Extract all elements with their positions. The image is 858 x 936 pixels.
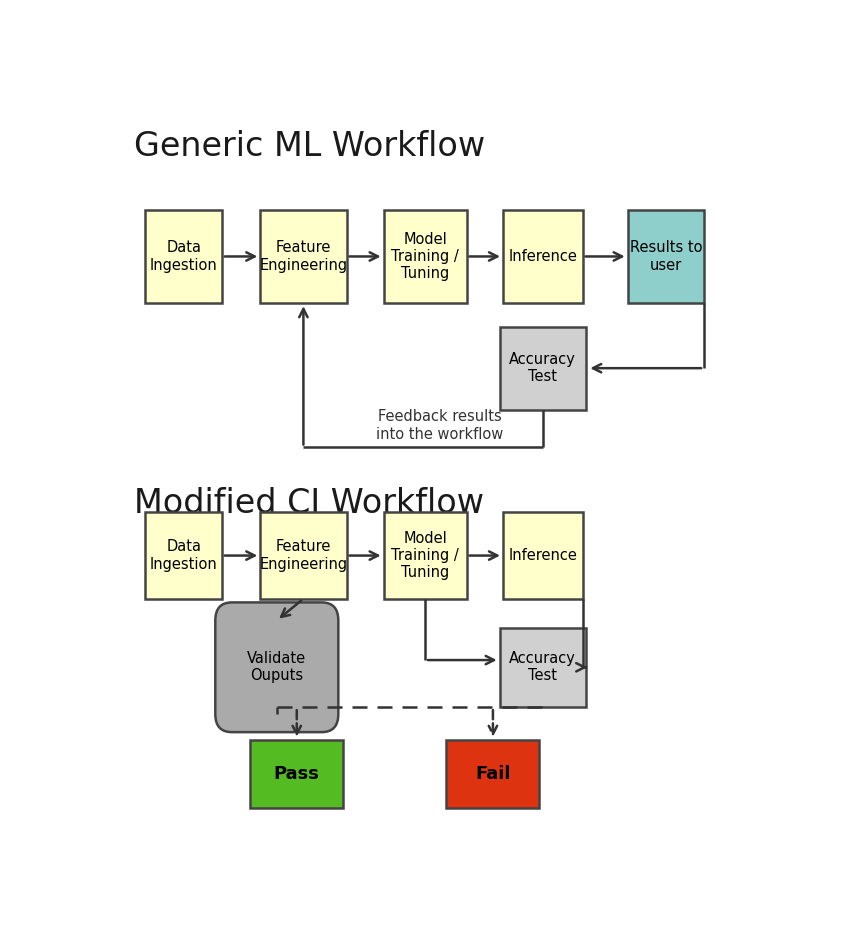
Text: Feature
Engineering: Feature Engineering xyxy=(259,539,347,572)
Text: Feature
Engineering: Feature Engineering xyxy=(259,241,347,272)
Text: Model
Training /
Tuning: Model Training / Tuning xyxy=(391,231,459,282)
FancyBboxPatch shape xyxy=(446,739,540,808)
Text: Generic ML Workflow: Generic ML Workflow xyxy=(134,130,485,164)
Text: Validate
Ouputs: Validate Ouputs xyxy=(247,651,306,683)
FancyBboxPatch shape xyxy=(146,210,222,303)
FancyBboxPatch shape xyxy=(260,512,347,599)
Text: Results to
user: Results to user xyxy=(630,241,702,272)
Text: Model
Training /
Tuning: Model Training / Tuning xyxy=(391,531,459,580)
FancyBboxPatch shape xyxy=(499,628,586,707)
FancyBboxPatch shape xyxy=(384,210,467,303)
FancyBboxPatch shape xyxy=(260,210,347,303)
FancyBboxPatch shape xyxy=(215,603,338,732)
FancyBboxPatch shape xyxy=(251,739,343,808)
Text: Pass: Pass xyxy=(274,765,320,782)
Text: Modified CI Workflow: Modified CI Workflow xyxy=(134,487,484,520)
Text: Data
Ingestion: Data Ingestion xyxy=(150,539,218,572)
FancyBboxPatch shape xyxy=(627,210,704,303)
Text: Accuracy
Test: Accuracy Test xyxy=(510,352,577,385)
Text: Fail: Fail xyxy=(475,765,511,782)
FancyBboxPatch shape xyxy=(499,327,586,410)
FancyBboxPatch shape xyxy=(384,512,467,599)
FancyBboxPatch shape xyxy=(503,512,583,599)
FancyBboxPatch shape xyxy=(503,210,583,303)
Text: Data
Ingestion: Data Ingestion xyxy=(150,241,218,272)
Text: Inference: Inference xyxy=(508,548,577,563)
FancyBboxPatch shape xyxy=(146,512,222,599)
Text: Feedback results
into the workflow: Feedback results into the workflow xyxy=(376,409,504,442)
Text: Accuracy
Test: Accuracy Test xyxy=(510,651,577,683)
Text: Inference: Inference xyxy=(508,249,577,264)
